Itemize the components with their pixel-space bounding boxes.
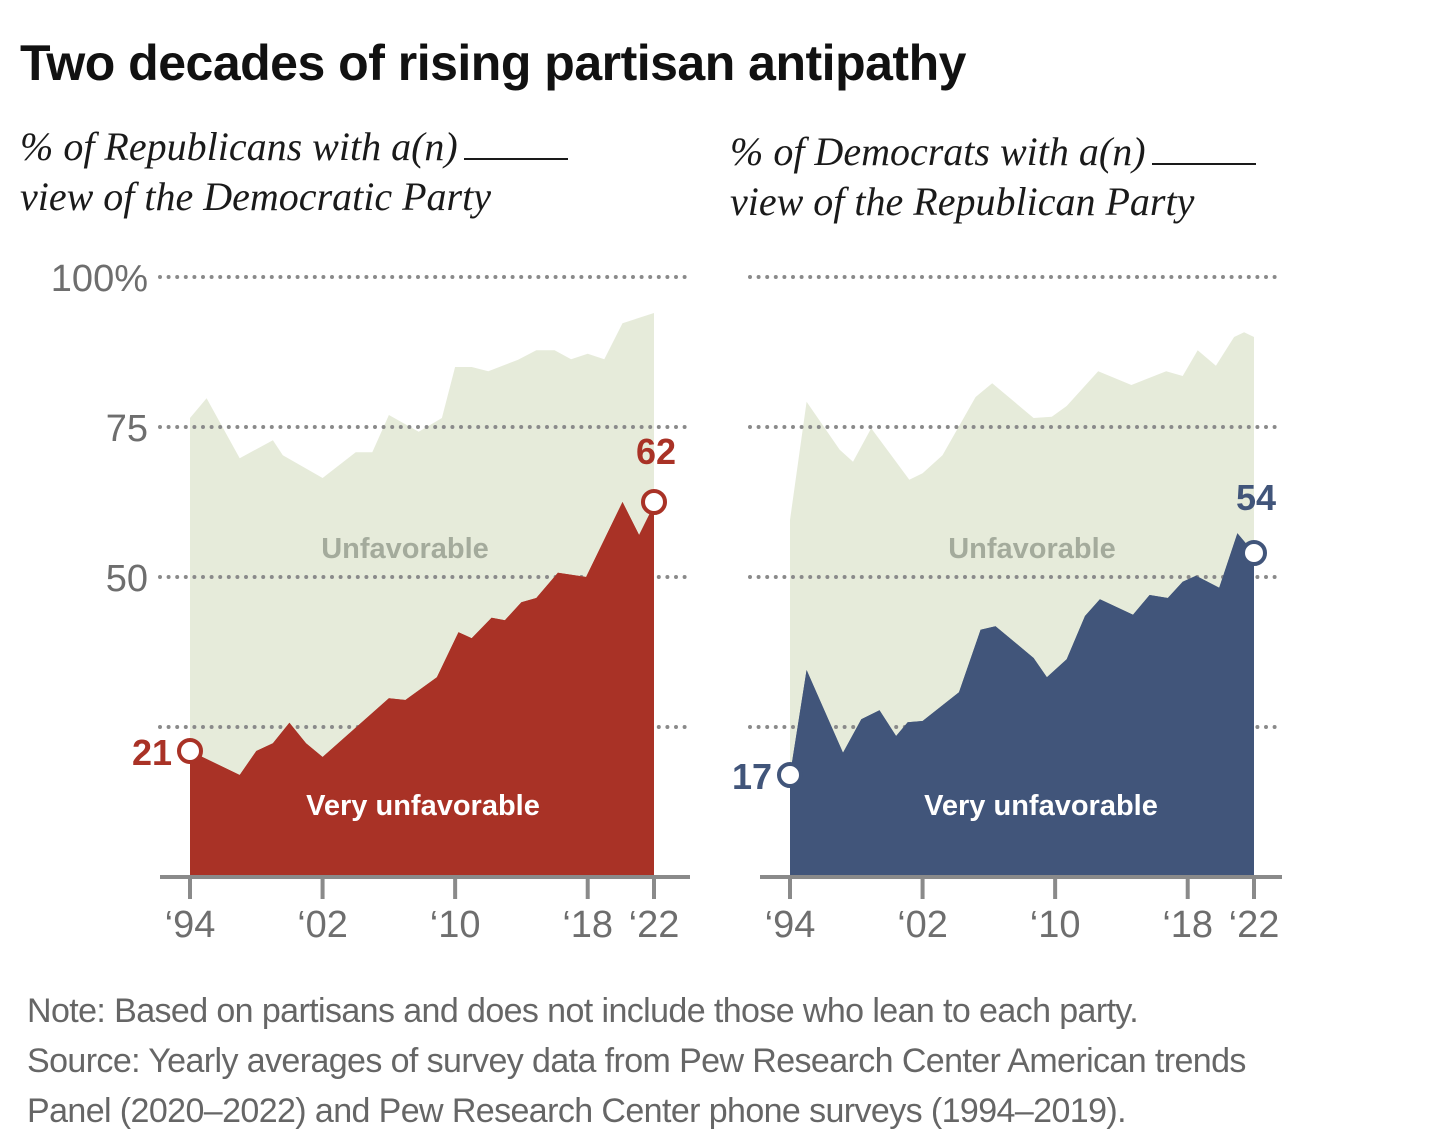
- footnotes: Note: Based on partisans and does not in…: [27, 986, 1246, 1136]
- end-point-marker: [1241, 540, 1267, 566]
- x-tick-label: ‘18: [562, 904, 613, 946]
- x-tick-label: ‘22: [1229, 904, 1280, 946]
- end-point-marker: [641, 489, 667, 515]
- y-tick-label: 50: [106, 558, 148, 600]
- x-tick-label: ‘94: [765, 904, 816, 946]
- x-tick-label: ‘10: [1030, 904, 1081, 946]
- x-tick-label: ‘02: [897, 904, 948, 946]
- start-point-marker: [177, 738, 203, 764]
- start-point-marker: [777, 762, 803, 788]
- unfavorable-label: Unfavorable: [321, 533, 489, 565]
- end-value-label: 62: [636, 431, 676, 472]
- start-value-label: 17: [732, 756, 772, 797]
- unfavorable-label: Unfavorable: [948, 533, 1116, 565]
- chart-democrats: ‘94 ‘02 ‘10 ‘18 ‘22 Unfavorable Very unfavorab…: [732, 275, 1282, 946]
- x-tick-label: ‘22: [629, 904, 680, 946]
- x-tick-label: ‘10: [430, 904, 481, 946]
- right-subtitle-line1: % of Democrats with a(n): [730, 129, 1146, 174]
- left-subtitle-line2: view of the Democratic Party: [20, 174, 491, 219]
- fill-in-blank: [1151, 133, 1256, 165]
- chart-title: Two decades of rising partisan antipathy: [20, 35, 966, 91]
- x-tick-label: ‘02: [297, 904, 348, 946]
- chart-republicans: 50 75 100% ‘94 ‘02 ‘10 ‘18 ‘22 Unfavorable Very u…: [51, 258, 690, 946]
- note-text: Note: Based on partisans and does not in…: [27, 992, 1139, 1030]
- right-chart-subtitle: % of Democrats with a(n) view of the Rep…: [730, 127, 1256, 227]
- x-tick-label: ‘18: [1162, 904, 1213, 946]
- left-chart-subtitle: % of Republicans with a(n) view of the D…: [20, 122, 568, 222]
- very-unfavorable-area-overlay: [190, 502, 654, 877]
- very-unfavorable-label: Very unfavorable: [924, 790, 1158, 822]
- charts-svg: 50 75 100% ‘94 ‘02 ‘10 ‘18 ‘22 Unfavorable Very u…: [51, 258, 1282, 946]
- start-value-label: 21: [132, 732, 172, 773]
- source-text-line1: Source: Yearly averages of survey data f…: [27, 1042, 1246, 1080]
- y-tick-label: 75: [106, 408, 148, 450]
- fill-in-blank: [463, 128, 568, 160]
- x-tick-label: ‘94: [165, 904, 216, 946]
- y-tick-label: 100%: [51, 258, 148, 300]
- source-text-line2: Panel (2020–2022) and Pew Research Cente…: [27, 1092, 1127, 1130]
- very-unfavorable-label: Very unfavorable: [306, 790, 540, 822]
- left-subtitle-line1: % of Republicans with a(n): [20, 124, 458, 169]
- very-unfavorable-area-overlay: [790, 533, 1254, 877]
- end-value-label: 54: [1236, 477, 1276, 518]
- right-subtitle-line2: view of the Republican Party: [730, 179, 1195, 224]
